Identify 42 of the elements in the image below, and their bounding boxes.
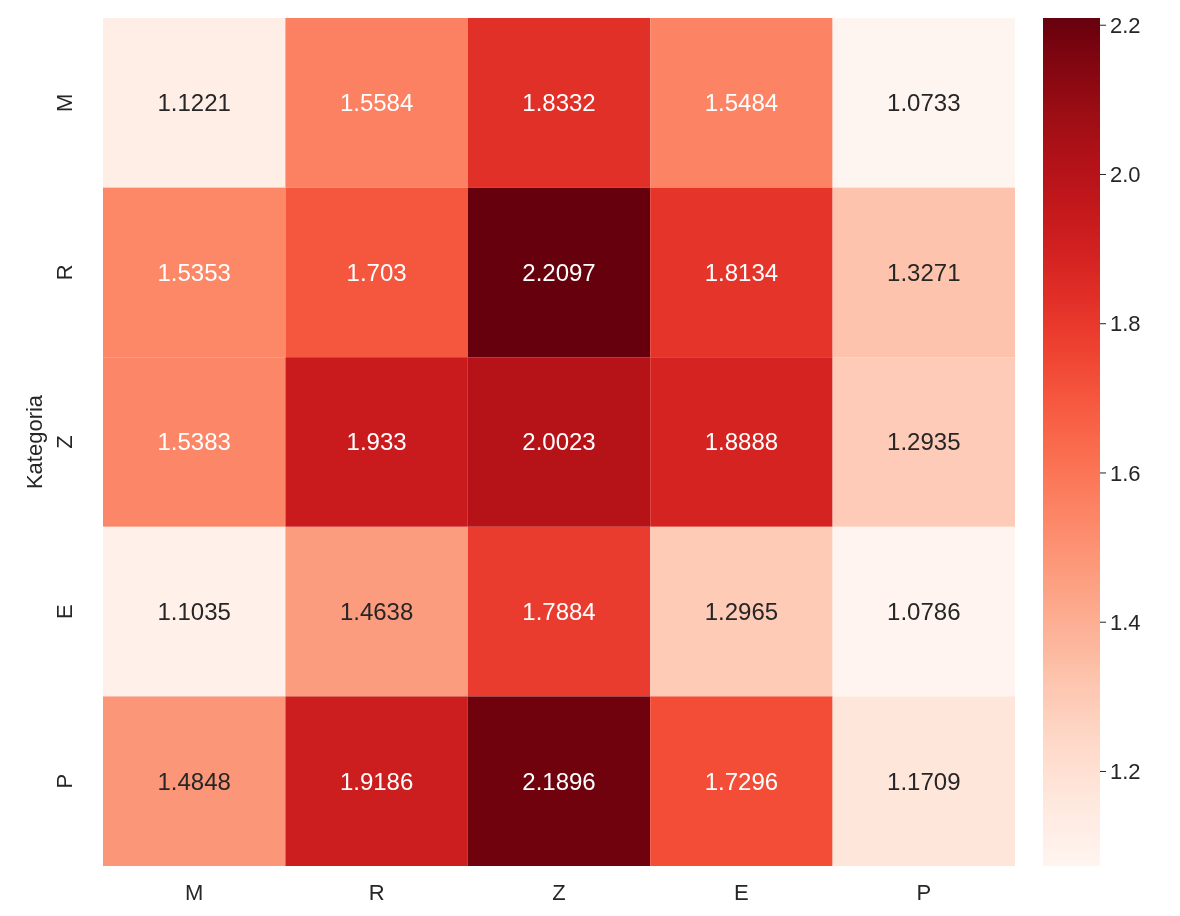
data-label: 1.0786	[887, 598, 961, 625]
data-label: 1.933	[346, 428, 407, 456]
data-label: 1.1709	[887, 767, 961, 795]
y-tick-label: Z	[52, 435, 77, 449]
data-label: 1.703	[346, 258, 407, 286]
data-label: 1.5383	[157, 428, 231, 456]
data-label: 1.7884	[522, 598, 596, 625]
color-bar-label: 2.2	[1110, 12, 1141, 38]
data-label: 1.8134	[704, 258, 779, 286]
y-tick-label: E	[52, 604, 77, 619]
x-tick-label: E	[734, 880, 749, 905]
y-tick-label: P	[52, 773, 77, 789]
y-tick-label: M	[52, 93, 77, 112]
data-label: 1.1035	[157, 598, 231, 625]
x-tick-label: P	[916, 880, 932, 905]
data-label: 1.5584	[339, 89, 414, 117]
data-label: 1.1221	[157, 89, 231, 117]
y-axis-title: Kategoria	[22, 394, 47, 490]
x-tick-label: Z	[552, 880, 566, 905]
data-label: 1.8888	[704, 428, 779, 456]
data-label: 1.7296	[704, 767, 779, 795]
data-label: 1.4848	[157, 767, 231, 795]
x-tick-label: R	[368, 880, 385, 905]
data-label: 2.1896	[522, 767, 596, 795]
y-tick-label: R	[52, 264, 77, 281]
data-label: 1.3271	[887, 258, 961, 286]
data-label: 1.2935	[887, 428, 961, 456]
color-bar-label: 1.6	[1110, 460, 1141, 486]
color-bar-label: 1.2	[1110, 759, 1141, 785]
data-label: 2.0023	[522, 428, 596, 456]
data-label: 1.5353	[157, 258, 231, 286]
data-label: 1.5484	[704, 89, 779, 117]
color-bar-label: 2.0	[1110, 162, 1141, 188]
data-label: 1.9186	[339, 767, 414, 795]
x-tick-label: M	[185, 880, 204, 905]
color-bar-label: 1.4	[1110, 609, 1141, 635]
data-label: 1.2965	[704, 598, 779, 625]
data-label: 1.4638	[339, 598, 414, 625]
data-label: 1.0733	[887, 89, 961, 117]
data-label: 2.2097	[522, 258, 596, 286]
color-bar-label: 1.8	[1110, 311, 1141, 337]
data-label: 1.8332	[522, 89, 596, 117]
